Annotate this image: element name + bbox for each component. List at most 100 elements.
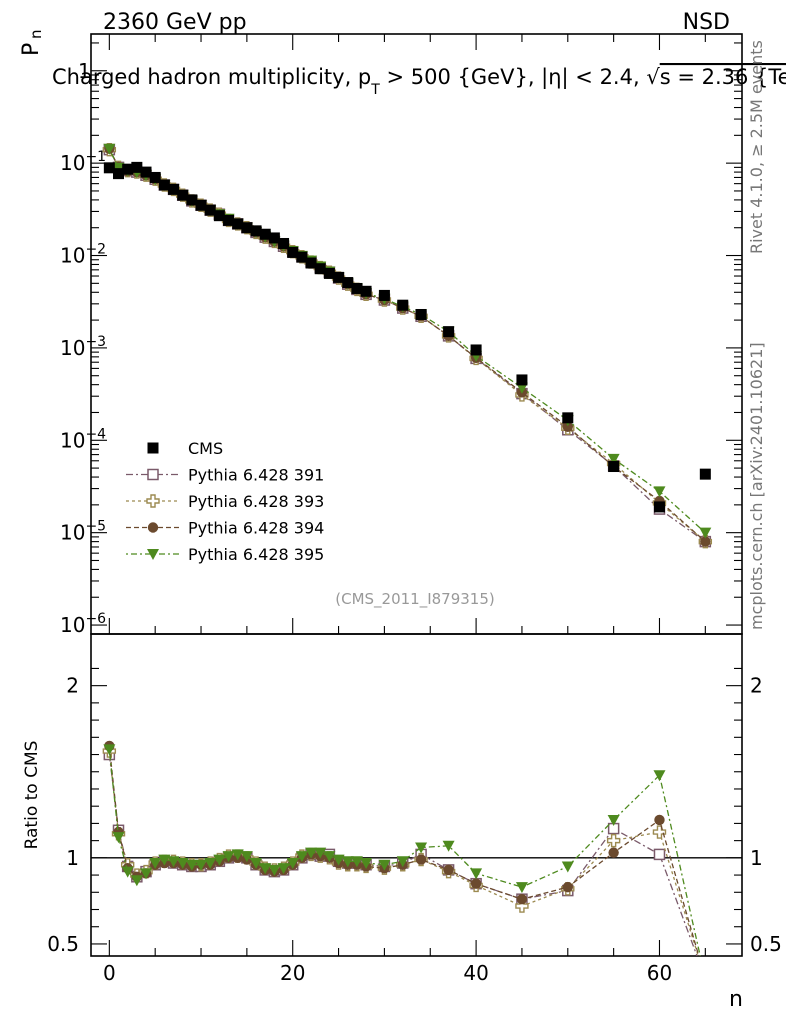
rivet-version-label: Rivet 4.1.0, ≥ 2.5M events xyxy=(747,40,766,254)
data-point-cms xyxy=(305,257,317,269)
data-point-p395 xyxy=(515,382,528,394)
main-y-tick-exp: −4 xyxy=(85,426,106,442)
ratio-point-p395 xyxy=(378,859,391,871)
x-axis: 0 20 40 60 xyxy=(103,34,706,985)
ratio-point-p395 xyxy=(149,858,162,870)
ratio-series-p395 xyxy=(103,744,701,956)
ratio-point-p395 xyxy=(396,856,409,868)
chart-title-sub: T xyxy=(370,82,380,98)
ratio-point-p395 xyxy=(561,861,574,873)
x-tick-label: 60 xyxy=(647,961,672,985)
main-line-p391 xyxy=(108,149,706,543)
x-axis-label: n xyxy=(729,987,743,1012)
ratio-point-p395 xyxy=(332,854,345,866)
data-point-cms xyxy=(158,179,170,191)
data-point-cms xyxy=(342,277,354,289)
data-point-cms xyxy=(168,183,180,195)
data-point-cms xyxy=(278,237,290,249)
legend-label-p391: Pythia 6.428 391 xyxy=(188,466,324,485)
data-point-p395 xyxy=(653,486,666,498)
legend-label-cms: CMS xyxy=(188,439,223,458)
ratio-point-p393 xyxy=(515,899,529,913)
chart-title-part1: Charged hadron multiplicity, p xyxy=(52,65,371,89)
data-point-cms xyxy=(653,501,665,513)
ratio-point-p394 xyxy=(516,893,528,905)
main-y-tick-label: 10−2 xyxy=(60,242,106,268)
x-tick-label: 20 xyxy=(280,961,305,985)
ratio-point-p395 xyxy=(515,882,528,894)
main-y-tick-exp: −5 xyxy=(85,519,106,535)
ratio-point-p395 xyxy=(607,814,620,826)
legend-label-p393: Pythia 6.428 393 xyxy=(188,492,324,511)
data-point-cms xyxy=(323,267,335,279)
data-point-cms xyxy=(113,168,125,180)
data-point-cms xyxy=(259,228,271,240)
ratio-point-p395 xyxy=(259,863,272,875)
ratio-point-p395 xyxy=(653,770,666,782)
data-point-cms xyxy=(103,162,115,174)
ratio-y-tick-label: 1 xyxy=(66,846,79,870)
data-point-p394 xyxy=(700,536,711,547)
ratio-y-tick-label-right: 1 xyxy=(750,846,763,870)
analysis-id-label: (CMS_2011_I879315) xyxy=(335,590,495,609)
main-y-tick-base: 10 xyxy=(60,521,85,545)
data-point-p395 xyxy=(103,143,116,155)
data-point-cms xyxy=(287,246,299,258)
legend-marker-p391 xyxy=(147,468,159,481)
data-point-cms xyxy=(314,263,326,275)
ratio-point-p394 xyxy=(562,881,573,893)
ratio-point-p393 xyxy=(652,825,667,839)
data-point-cms xyxy=(250,225,262,237)
header-energy-label: 2360 GeV pp xyxy=(103,10,247,35)
data-point-cms xyxy=(241,222,253,234)
data-point-cms xyxy=(122,163,134,175)
legend-entry-p393: Pythia 6.428 393 xyxy=(126,492,324,511)
legend-marker-p394 xyxy=(147,522,159,533)
main-y-axis: 10−610−510−410−310−210−11 xyxy=(60,42,742,637)
main-y-tick-label: 1 xyxy=(78,59,91,83)
data-point-cms xyxy=(333,271,345,283)
ratio-point-p395 xyxy=(240,851,253,863)
legend: CMS Pythia 6.428 391 Pythia 6.428 393 Pythi… xyxy=(126,439,324,564)
legend-entry-p391: Pythia 6.428 391 xyxy=(126,466,324,485)
main-y-tick-exp: −6 xyxy=(85,611,106,627)
ratio-point-p395 xyxy=(140,868,153,880)
x-tick-label: 40 xyxy=(463,961,488,985)
ratio-point-p394 xyxy=(608,847,619,858)
data-point-cms xyxy=(470,344,482,356)
ratio-point-p395 xyxy=(442,840,455,852)
ratio-point-p394 xyxy=(654,814,665,826)
ratio-point-p395 xyxy=(103,744,116,756)
ratio-y-tick-label-right: 2 xyxy=(750,674,763,698)
main-y-tick-label: 10−3 xyxy=(60,334,106,360)
main-y-tick-base: 1 xyxy=(78,59,91,83)
legend-marker-p393 xyxy=(146,494,160,508)
main-y-tick-exp: −2 xyxy=(85,242,106,258)
header-process-label: NSD xyxy=(683,10,730,35)
ratio-point-p395 xyxy=(305,847,318,859)
legend-entry-p394: Pythia 6.428 394 xyxy=(126,519,324,538)
ratio-point-p395 xyxy=(112,832,125,844)
data-point-cms xyxy=(213,210,225,222)
ratio-y-tick-label: 0.5 xyxy=(47,932,79,956)
main-series-cms xyxy=(103,161,711,513)
data-point-p395 xyxy=(699,527,712,539)
ratio-y-tick-label: 2 xyxy=(66,674,79,698)
ratio-point-p395 xyxy=(415,842,428,854)
chart-title-part2: > 500 {GeV}, |η| < 2.4, √ xyxy=(380,65,660,90)
main-y-tick-base: 10 xyxy=(60,613,85,637)
ratio-point-p395 xyxy=(121,866,134,878)
data-point-p394 xyxy=(562,421,573,432)
data-point-cms xyxy=(223,214,235,226)
data-point-cms xyxy=(562,412,574,424)
main-y-tick-base: 10 xyxy=(60,336,85,360)
data-point-cms xyxy=(177,189,189,201)
legend-entry-p395: Pythia 6.428 395 xyxy=(126,545,324,564)
ratio-y-tick-label-right: 0.5 xyxy=(750,932,782,956)
ratio-point-p395 xyxy=(314,847,327,859)
ratio-point-p395 xyxy=(176,858,189,870)
main-series-group xyxy=(102,142,713,549)
ratio-point-p395 xyxy=(250,858,263,870)
ratio-point-p395 xyxy=(350,856,363,868)
main-y-tick-label: 10−6 xyxy=(60,611,106,637)
